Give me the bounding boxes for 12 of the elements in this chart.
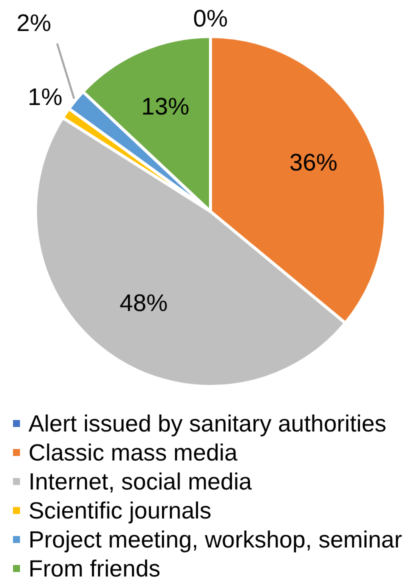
legend-label: Classic mass media bbox=[28, 440, 238, 466]
legend-label: Internet, social media bbox=[28, 468, 253, 494]
data-label: 36% bbox=[289, 150, 338, 177]
data-label: 13% bbox=[141, 94, 190, 121]
data-label: 2% bbox=[16, 10, 52, 38]
legend-label: From friends bbox=[28, 556, 160, 582]
legend-label: Scientific journals bbox=[28, 498, 212, 524]
legend-label: Project meeting, workshop, seminar bbox=[28, 526, 402, 552]
text: 0% bbox=[193, 6, 228, 32]
data-label: 1% bbox=[28, 84, 62, 111]
legend-label: Alert issued by sanitary authorities bbox=[28, 410, 386, 436]
data-label: 48% bbox=[120, 290, 168, 318]
